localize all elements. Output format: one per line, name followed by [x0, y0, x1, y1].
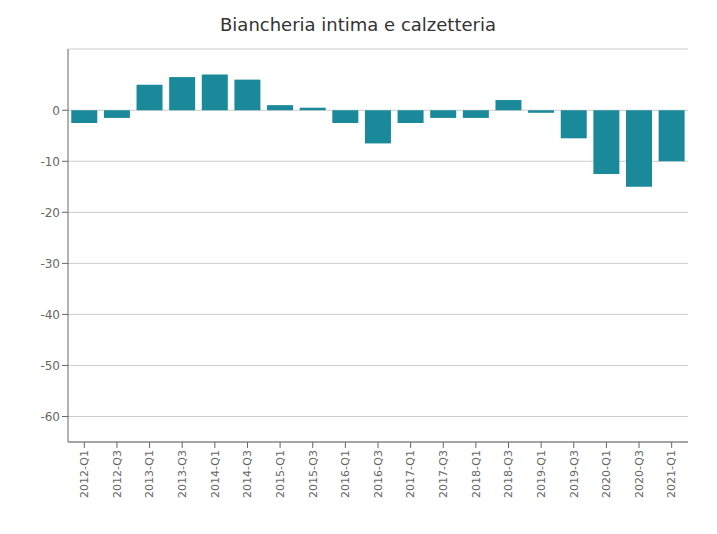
svg-text:2018-Q1: 2018-Q1 [470, 450, 483, 498]
svg-text:2016-Q1: 2016-Q1 [339, 450, 352, 498]
svg-text:2020-Q1: 2020-Q1 [600, 450, 613, 498]
svg-text:-30: -30 [40, 257, 60, 271]
svg-text:-50: -50 [40, 359, 60, 373]
svg-text:2012-Q3: 2012-Q3 [111, 450, 124, 498]
svg-text:2015-Q3: 2015-Q3 [307, 450, 320, 498]
svg-text:2015-Q1: 2015-Q1 [274, 450, 287, 498]
svg-text:-60: -60 [40, 410, 60, 424]
svg-text:2012-Q1: 2012-Q1 [78, 450, 91, 498]
svg-text:2013-Q1: 2013-Q1 [143, 450, 156, 498]
svg-text:-20: -20 [40, 206, 60, 220]
svg-text:2017-Q1: 2017-Q1 [404, 450, 417, 498]
svg-text:-10: -10 [40, 155, 60, 169]
svg-text:2014-Q3: 2014-Q3 [241, 450, 254, 498]
svg-text:2021-Q1: 2021-Q1 [665, 450, 678, 498]
html-text:Biancheria intima e calzetteri: Biancheria intima e calzetteria [220, 14, 496, 35]
svg-text:0: 0 [52, 104, 60, 118]
svg-text:2016-Q3: 2016-Q3 [372, 450, 385, 498]
svg-text:2013-Q3: 2013-Q3 [176, 450, 189, 498]
svg-text:-40: -40 [40, 308, 60, 322]
svg-text:2019-Q1: 2019-Q1 [535, 450, 548, 498]
svg-text:2017-Q3: 2017-Q3 [437, 450, 450, 498]
svg-text:2018-Q3: 2018-Q3 [502, 450, 515, 498]
svg-text:2019-Q3: 2019-Q3 [568, 450, 581, 498]
svg-text:2020-Q3: 2020-Q3 [633, 450, 646, 498]
svg-text:2014-Q1: 2014-Q1 [209, 450, 222, 498]
